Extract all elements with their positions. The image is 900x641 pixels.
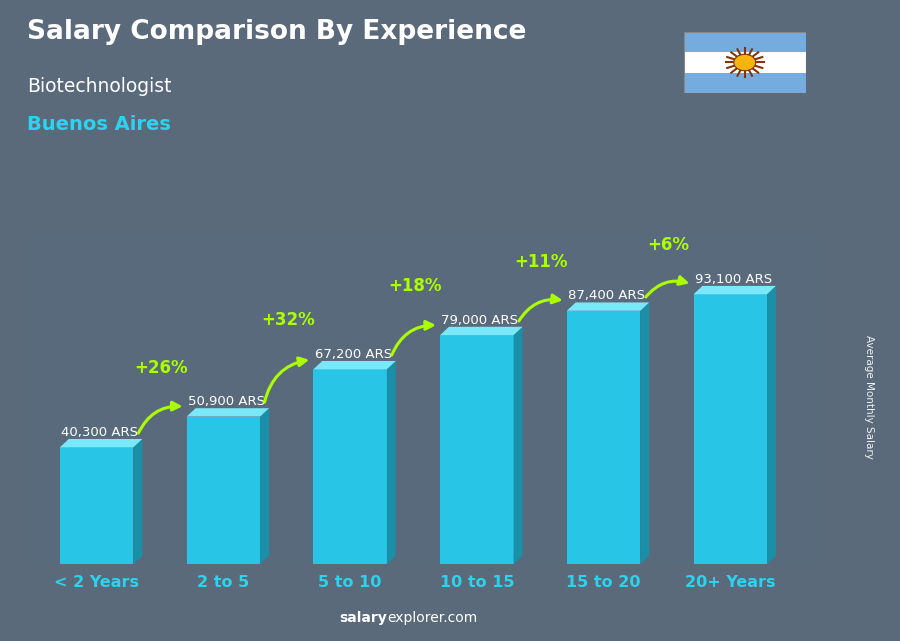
- FancyArrowPatch shape: [265, 358, 306, 402]
- Text: Salary Comparison By Experience: Salary Comparison By Experience: [27, 19, 526, 46]
- Bar: [186, 417, 260, 564]
- Polygon shape: [694, 286, 776, 294]
- Polygon shape: [514, 327, 523, 564]
- Bar: [60, 447, 133, 564]
- Bar: [567, 311, 640, 564]
- Text: +11%: +11%: [515, 253, 568, 271]
- FancyArrowPatch shape: [518, 295, 560, 321]
- Polygon shape: [440, 327, 523, 335]
- FancyArrowPatch shape: [139, 402, 179, 433]
- Polygon shape: [60, 439, 142, 447]
- Bar: [313, 369, 387, 564]
- Text: +18%: +18%: [388, 277, 442, 295]
- Text: Buenos Aires: Buenos Aires: [27, 115, 171, 135]
- Bar: [684, 53, 806, 72]
- Polygon shape: [133, 439, 142, 564]
- Text: 67,200 ARS: 67,200 ARS: [315, 348, 392, 361]
- FancyArrowPatch shape: [646, 277, 687, 297]
- Text: 87,400 ARS: 87,400 ARS: [568, 290, 645, 303]
- Polygon shape: [640, 303, 649, 564]
- Polygon shape: [387, 361, 396, 564]
- Bar: [684, 32, 806, 53]
- Polygon shape: [767, 286, 776, 564]
- Polygon shape: [260, 408, 269, 564]
- Text: 40,300 ARS: 40,300 ARS: [61, 426, 139, 439]
- Polygon shape: [567, 303, 649, 311]
- Text: 50,900 ARS: 50,900 ARS: [188, 395, 265, 408]
- Text: 79,000 ARS: 79,000 ARS: [441, 314, 518, 327]
- Text: +26%: +26%: [134, 358, 188, 376]
- Bar: [684, 72, 806, 93]
- Circle shape: [734, 54, 756, 71]
- Text: +6%: +6%: [647, 237, 689, 254]
- Text: 93,100 ARS: 93,100 ARS: [695, 273, 772, 286]
- Polygon shape: [186, 408, 269, 417]
- Text: explorer.com: explorer.com: [387, 611, 477, 625]
- FancyArrowPatch shape: [392, 322, 433, 355]
- Text: Biotechnologist: Biotechnologist: [27, 77, 172, 96]
- Text: Average Monthly Salary: Average Monthly Salary: [863, 335, 874, 460]
- Bar: [440, 335, 514, 564]
- Text: salary: salary: [339, 611, 387, 625]
- Text: +32%: +32%: [261, 312, 315, 329]
- Polygon shape: [313, 361, 396, 369]
- Bar: [694, 294, 767, 564]
